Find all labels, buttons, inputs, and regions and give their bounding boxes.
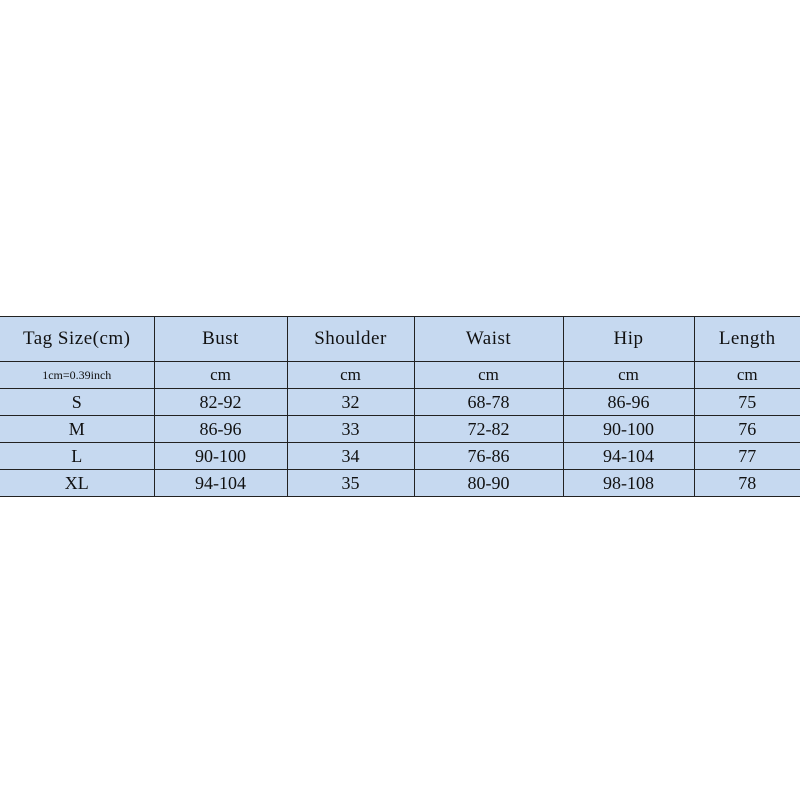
data-cell: S	[0, 388, 155, 416]
data-cell: 78	[693, 469, 800, 497]
data-cell: 80-90	[413, 469, 564, 497]
units-cell: 1cm=0.39inch	[0, 361, 155, 389]
data-cell: 86-96	[562, 388, 695, 416]
data-cell: 75	[693, 388, 800, 416]
units-cell: cm	[413, 361, 564, 389]
data-cell: 35	[286, 469, 415, 497]
data-cell: 82-92	[153, 388, 288, 416]
head-cell: Hip	[562, 316, 695, 362]
data-row: M 86-96 33 72-82 90-100 76	[0, 415, 800, 443]
data-row: XL 94-104 35 80-90 98-108 78	[0, 469, 800, 497]
table-body: Tag Size(cm) Bust Shoulder Waist Hip Length 1c…	[0, 316, 800, 497]
head-cell: Length	[693, 316, 800, 362]
head-cell: Shoulder	[286, 316, 415, 362]
data-row: S 82-92 32 68-78 86-96 75	[0, 388, 800, 416]
units-cell: cm	[562, 361, 695, 389]
data-cell: XL	[0, 469, 155, 497]
data-row: L 90-100 34 76-86 94-104 77	[0, 442, 800, 470]
data-cell: 90-100	[562, 415, 695, 443]
size-table: Tag Size(cm) Bust Shoulder Waist Hip Length 1c…	[0, 316, 800, 497]
data-cell: 76	[693, 415, 800, 443]
data-cell: 33	[286, 415, 415, 443]
data-cell: 94-104	[153, 469, 288, 497]
data-cell: 32	[286, 388, 415, 416]
data-cell: 77	[693, 442, 800, 470]
data-cell: 86-96	[153, 415, 288, 443]
data-cell: 90-100	[153, 442, 288, 470]
head-cell: Waist	[413, 316, 564, 362]
data-cell: 68-78	[413, 388, 564, 416]
head-cell: Tag Size(cm)	[0, 316, 155, 362]
data-cell: 76-86	[413, 442, 564, 470]
units-row: 1cm=0.39inch cm cm cm cm cm	[0, 361, 800, 389]
data-cell: L	[0, 442, 155, 470]
head-row: Tag Size(cm) Bust Shoulder Waist Hip Length	[0, 316, 800, 362]
units-cell: cm	[286, 361, 415, 389]
units-cell: cm	[153, 361, 288, 389]
head-cell: Bust	[153, 316, 288, 362]
data-cell: 34	[286, 442, 415, 470]
data-cell: M	[0, 415, 155, 443]
units-cell: cm	[693, 361, 800, 389]
data-cell: 72-82	[413, 415, 564, 443]
data-cell: 94-104	[562, 442, 695, 470]
data-cell: 98-108	[562, 469, 695, 497]
